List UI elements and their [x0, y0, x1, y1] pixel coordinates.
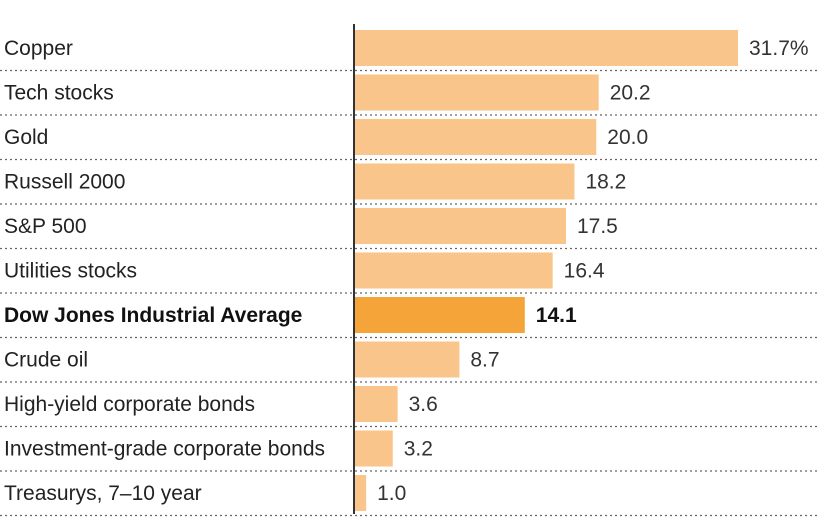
bar: [354, 163, 575, 200]
bar: [354, 475, 367, 511]
category-label: High-yield corporate bonds: [4, 393, 255, 416]
value-label: 31.7%: [749, 37, 809, 60]
value-label: 16.4: [564, 260, 605, 283]
bar: [354, 430, 393, 467]
category-label: Gold: [4, 126, 48, 149]
value-label: 14.1: [536, 304, 577, 327]
bar: [354, 30, 738, 66]
category-label: Russell 2000: [4, 171, 125, 194]
category-label: Tech stocks: [4, 82, 114, 105]
bar: [354, 74, 599, 111]
value-label: 3.6: [409, 393, 438, 416]
category-label: Investment-grade corporate bonds: [4, 438, 325, 461]
bar: [354, 297, 525, 333]
value-label: 20.0: [607, 126, 648, 149]
category-label: Dow Jones Industrial Average: [4, 304, 302, 327]
bar: [354, 119, 597, 155]
category-label: Copper: [4, 37, 73, 60]
category-label: S&P 500: [4, 215, 87, 238]
bar: [354, 341, 460, 378]
value-label: 8.7: [470, 349, 499, 372]
value-label: 20.2: [610, 82, 651, 105]
category-label: Treasurys, 7–10 year: [4, 482, 202, 505]
bar: [354, 208, 566, 244]
value-label: 17.5: [577, 215, 618, 238]
category-label: Crude oil: [4, 349, 88, 372]
value-label: 1.0: [377, 482, 406, 505]
bar: [354, 386, 398, 422]
value-label: 3.2: [404, 438, 433, 461]
category-label: Utilities stocks: [4, 260, 137, 283]
bar: [354, 252, 553, 289]
value-label: 18.2: [585, 171, 626, 194]
